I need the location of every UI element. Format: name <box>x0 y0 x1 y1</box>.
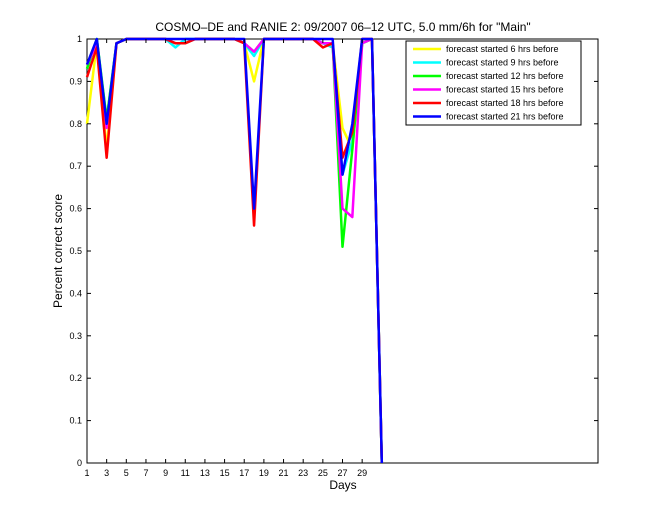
y-tick-label-9: 0.9 <box>69 76 82 86</box>
y-tick-label-0: 0 <box>77 458 82 468</box>
x-tick-label-5: 11 <box>181 468 190 478</box>
x-tick-label-12: 25 <box>318 468 328 478</box>
legend-label-1: forecast started 6 hrs before <box>446 44 559 54</box>
y-tick-label-6: 0.6 <box>69 204 82 214</box>
y-tick-label-7: 0.7 <box>69 161 82 171</box>
x-tick-label-4: 9 <box>163 468 168 478</box>
y-tick-label-4: 0.4 <box>69 288 82 298</box>
x-tick-label-1: 3 <box>104 468 109 478</box>
x-tick-label-13: 27 <box>337 468 347 478</box>
y-tick-label-8: 0.8 <box>69 119 82 129</box>
x-tick-label-8: 17 <box>239 468 249 478</box>
legend-label-6: forecast started 21 hrs before <box>446 112 564 122</box>
chart-title: COSMO–DE and RANIE 2: 09/2007 06–12 UTC,… <box>155 20 530 34</box>
series-line-6 <box>85 37 384 464</box>
x-tick-label-10: 21 <box>279 468 289 478</box>
legend: forecast started 6 hrs before forecast st… <box>405 40 582 126</box>
legend-label-4: forecast started 15 hrs before <box>446 85 564 95</box>
x-tick-label-9: 19 <box>259 468 269 478</box>
y-tick-label-3: 0.3 <box>69 331 82 341</box>
x-tick-label-14: 29 <box>357 468 367 478</box>
x-tick-label-7: 15 <box>220 468 230 478</box>
y-tick-label-5: 0.5 <box>69 246 82 256</box>
y-tick-label-1: 0.1 <box>69 416 82 426</box>
x-tick-label-11: 23 <box>298 468 308 478</box>
x-tick-label-2: 5 <box>124 468 129 478</box>
y-tick-label-10: 1 <box>77 34 82 44</box>
ticks-layer: 1 3 5 7 9 11 13 15 17 19 21 23 25 27 2900.10.20.30.40.… <box>69 34 598 478</box>
legend-label-2: forecast started 9 hrs before <box>446 58 559 68</box>
x-axis-label: Days <box>329 478 356 492</box>
legend-label-5: forecast started 18 hrs before <box>446 98 564 108</box>
x-tick-label-0: 1 <box>84 468 89 478</box>
x-tick-label-6: 13 <box>200 468 210 478</box>
y-tick-label-2: 0.2 <box>69 373 82 383</box>
legend-label-3: forecast started 12 hrs before <box>446 71 564 81</box>
series-layer <box>85 37 384 464</box>
x-tick-label-3: 7 <box>143 468 148 478</box>
legend-box <box>405 40 582 126</box>
y-axis-label: Percent correct score <box>51 194 65 308</box>
